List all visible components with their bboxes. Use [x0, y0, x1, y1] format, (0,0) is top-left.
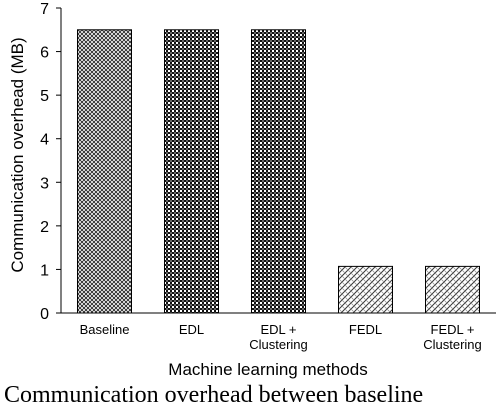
- y-tick-label: 4: [40, 132, 49, 149]
- y-tick-label: 3: [40, 175, 49, 192]
- axes: [56, 7, 496, 314]
- y-axis-tick-labels: 0 1 2 3 4 5 6 7: [40, 1, 49, 323]
- y-tick-label: 2: [40, 219, 49, 236]
- bar: [251, 29, 306, 314]
- x-tick-label: FEDL + Clustering: [423, 322, 482, 352]
- y-tick-label: 6: [40, 45, 49, 62]
- x-tick-label: FEDL: [349, 322, 382, 337]
- y-axis-title: Communication overhead (MB): [8, 37, 27, 272]
- bar: [425, 265, 480, 314]
- x-tick-label: EDL: [179, 322, 204, 337]
- bar-chart: 0 1 2 3 4 5 6 7 Baseline EDL EDL + Clustering FEDL F…: [8, 1, 496, 379]
- y-tick-label: 1: [40, 262, 49, 279]
- figure-caption: Communication overhead between baseline: [4, 382, 424, 408]
- bar: [338, 265, 393, 314]
- x-tick-label: Baseline: [80, 322, 130, 337]
- bar: [164, 29, 219, 314]
- x-axis-title: Machine learning methods: [168, 360, 367, 379]
- bar: [77, 29, 132, 314]
- x-axis-tick-labels: Baseline EDL EDL + Clustering FEDL FEDL + Clus…: [80, 322, 482, 352]
- y-tick-label: 5: [40, 88, 49, 105]
- x-tick-label: EDL + Clustering: [249, 322, 308, 352]
- y-tick-label: 0: [40, 306, 49, 323]
- y-tick-label: 7: [40, 1, 49, 18]
- bars: [77, 29, 480, 314]
